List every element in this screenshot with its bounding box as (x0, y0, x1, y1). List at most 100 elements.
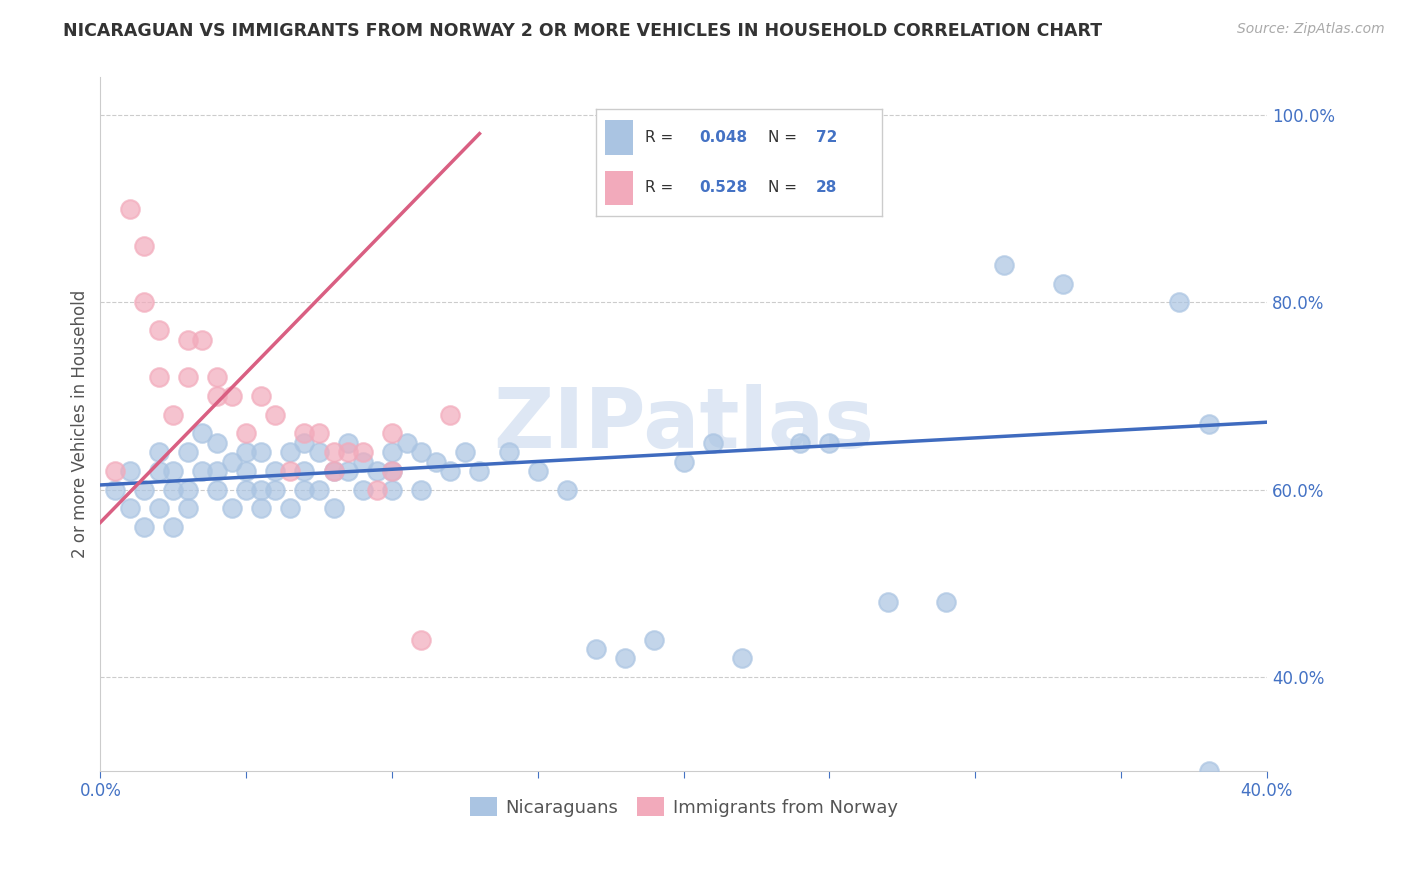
Point (118, 501, 141, 516)
Point (308, 426, 330, 441)
Point (439, 464, 461, 478)
Point (322, 464, 344, 478)
Point (702, 435, 724, 450)
Point (235, 483, 257, 497)
Point (425, 454, 447, 468)
Point (555, 483, 578, 497)
Point (205, 389, 228, 403)
Point (132, 295, 155, 310)
Point (118, 464, 141, 478)
Point (468, 464, 491, 478)
Point (205, 370, 228, 384)
Point (148, 323, 170, 337)
Point (366, 483, 388, 497)
Text: NICARAGUAN VS IMMIGRANTS FROM NORWAY 2 OR MORE VEHICLES IN HOUSEHOLD CORRELATION: NICARAGUAN VS IMMIGRANTS FROM NORWAY 2 O… (63, 22, 1102, 40)
Point (205, 464, 228, 478)
Y-axis label: 2 or more Vehicles in Household: 2 or more Vehicles in Household (72, 290, 89, 558)
Point (191, 464, 214, 478)
Point (337, 445, 360, 459)
Point (148, 464, 170, 478)
Point (118, 202, 141, 216)
Point (1168, 295, 1191, 310)
Point (366, 464, 388, 478)
Point (205, 483, 228, 497)
Point (162, 520, 184, 534)
Point (235, 426, 257, 441)
Point (993, 258, 1015, 272)
Point (381, 464, 404, 478)
Point (249, 483, 271, 497)
Point (337, 435, 360, 450)
Point (221, 454, 243, 468)
Point (585, 641, 607, 656)
Point (221, 501, 243, 516)
Point (381, 426, 404, 441)
Point (454, 445, 477, 459)
Point (294, 483, 316, 497)
Point (643, 632, 665, 647)
Point (148, 370, 170, 384)
Point (221, 389, 243, 403)
Point (352, 454, 374, 468)
Point (191, 333, 214, 347)
Point (337, 464, 360, 478)
Point (322, 445, 344, 459)
Point (278, 464, 301, 478)
Point (162, 483, 184, 497)
Point (439, 408, 461, 422)
Point (498, 445, 520, 459)
Point (177, 445, 200, 459)
Point (205, 435, 228, 450)
Point (1198, 417, 1220, 431)
Point (731, 651, 754, 665)
Point (411, 445, 433, 459)
Point (104, 483, 127, 497)
Point (162, 408, 184, 422)
Point (381, 464, 404, 478)
Point (264, 408, 287, 422)
Point (294, 426, 316, 441)
Point (104, 464, 127, 478)
Point (162, 464, 184, 478)
Point (177, 501, 200, 516)
Point (249, 501, 271, 516)
Point (527, 464, 550, 478)
Point (411, 632, 433, 647)
Point (148, 501, 170, 516)
Point (249, 445, 271, 459)
Text: Source: ZipAtlas.com: Source: ZipAtlas.com (1237, 22, 1385, 37)
Point (278, 445, 301, 459)
Point (249, 389, 271, 403)
Point (264, 464, 287, 478)
Point (294, 464, 316, 478)
Point (411, 483, 433, 497)
Point (1052, 277, 1074, 291)
Point (132, 239, 155, 253)
Text: ZIPatlas: ZIPatlas (494, 384, 875, 465)
Point (148, 445, 170, 459)
Point (352, 483, 374, 497)
Point (177, 370, 200, 384)
Point (278, 501, 301, 516)
Point (322, 501, 344, 516)
Point (294, 435, 316, 450)
Point (789, 435, 811, 450)
Point (132, 483, 155, 497)
Point (177, 333, 200, 347)
Point (876, 595, 898, 609)
Point (235, 445, 257, 459)
Point (381, 445, 404, 459)
Point (264, 483, 287, 497)
Point (177, 483, 200, 497)
Legend: Nicaraguans, Immigrants from Norway: Nicaraguans, Immigrants from Norway (463, 790, 905, 824)
Point (395, 435, 418, 450)
Point (322, 464, 344, 478)
Point (614, 651, 637, 665)
Point (308, 483, 330, 497)
Point (1198, 764, 1220, 778)
Point (235, 464, 257, 478)
Point (352, 445, 374, 459)
Point (381, 483, 404, 497)
Point (672, 454, 695, 468)
Point (935, 595, 957, 609)
